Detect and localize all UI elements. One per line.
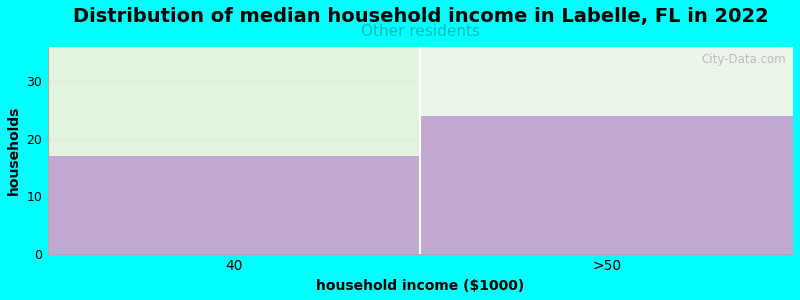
Text: Other residents: Other residents	[361, 24, 480, 39]
Y-axis label: households: households	[7, 106, 21, 195]
Bar	[48, 156, 421, 254]
Bar	[421, 116, 793, 254]
X-axis label: household income ($1000): household income ($1000)	[316, 279, 525, 293]
Text: City-Data.com: City-Data.com	[701, 53, 786, 66]
Bar	[421, 47, 793, 116]
Bar	[48, 47, 421, 156]
Bar	[421, 47, 793, 116]
Title: Distribution of median household income in Labelle, FL in 2022: Distribution of median household income …	[73, 7, 768, 26]
